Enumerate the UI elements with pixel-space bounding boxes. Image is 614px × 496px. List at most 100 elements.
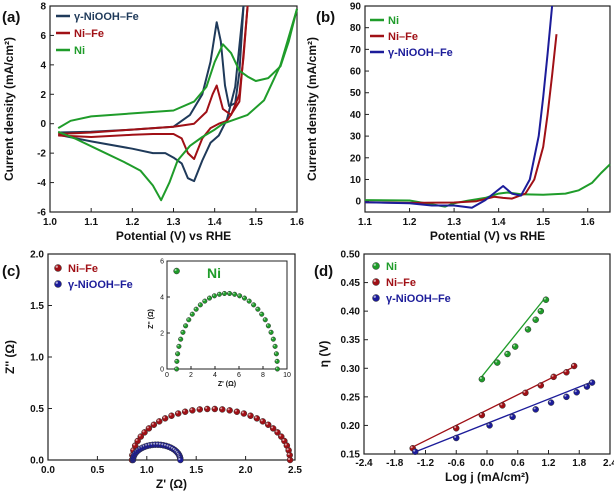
plot-frame — [364, 5, 611, 213]
series-0-point — [504, 350, 511, 358]
series-0-point — [174, 410, 182, 417]
x-tick-label: 0.5 — [90, 465, 104, 476]
series-1-point-shine — [551, 374, 554, 377]
series-2-point-shine — [533, 407, 536, 410]
series-1-point — [563, 369, 570, 376]
legend-marker — [372, 262, 380, 270]
series-0-point-shine — [479, 377, 482, 380]
y-tick-label: 0.5 — [30, 404, 44, 415]
series-2-point-shine — [413, 449, 416, 452]
legend-marker — [54, 264, 62, 272]
series-0-point-shine — [212, 406, 215, 409]
inset-point-shine — [217, 292, 220, 295]
inset-x-tick-label: 6 — [237, 372, 241, 379]
series-2-point-shine — [454, 435, 457, 439]
series-0-forward-sweep — [58, 5, 245, 134]
legend-label: Ni — [386, 261, 397, 273]
x-tick-label: 2.4 — [603, 458, 614, 469]
panel-label: (a) — [2, 9, 20, 26]
series-2-point-shine — [589, 380, 593, 383]
series-0-point — [259, 418, 267, 425]
series-0-point-shine — [543, 297, 546, 300]
series-0-reverse-sweep — [58, 5, 245, 183]
series-2-point-shine — [487, 423, 490, 426]
series-1-point-shine — [564, 370, 567, 373]
series-0-point-shine — [220, 407, 223, 410]
series-0-line — [364, 163, 611, 208]
inset-point — [178, 336, 184, 342]
inset-point — [186, 317, 192, 323]
legend-label: γ-NiOOH–Fe — [388, 47, 453, 59]
series-0-point — [542, 296, 550, 303]
inset-x-tick-label: 2 — [189, 372, 193, 379]
series-0-point-shine — [197, 407, 200, 410]
y-tick-label: -4 — [37, 178, 46, 189]
series-1-point — [570, 362, 578, 370]
panel-label: (d) — [314, 263, 333, 280]
inset-point-shine — [273, 344, 276, 347]
y-tick-label: 10 — [350, 175, 362, 186]
inset-point — [227, 290, 233, 297]
x-tick-label: 2.0 — [239, 465, 253, 476]
panel-label: (b) — [316, 9, 335, 26]
series-0-point — [211, 405, 219, 413]
series-1-point-shine — [410, 446, 413, 449]
series-0-point-shine — [279, 434, 282, 437]
x-tick-label: 1.4 — [208, 217, 222, 228]
x-tick-label: 0.0 — [41, 465, 55, 476]
inset-point-shine — [266, 324, 269, 326]
series-0-point-shine — [284, 443, 287, 446]
series-2-point — [573, 389, 580, 396]
series-0-point-shine — [190, 408, 193, 411]
series-0-point — [247, 412, 254, 420]
series-0-point — [181, 408, 189, 415]
x-tick-label: 1.8 — [572, 458, 586, 469]
inset-point-shine — [198, 303, 201, 305]
inset-point — [265, 323, 271, 329]
y-tick-label: 0.35 — [341, 335, 361, 346]
inset-point-shine — [176, 352, 178, 354]
y-axis-title: Current density (mA/cm²) — [305, 37, 319, 181]
series-1-point — [177, 456, 184, 464]
series-0-point-shine — [248, 413, 251, 416]
inset-point-shine — [222, 291, 225, 294]
inset-point-shine — [184, 324, 186, 326]
y-tick-label: 0.25 — [341, 392, 361, 403]
inset-point-shine — [275, 367, 278, 369]
x-tick-label: 1.1 — [358, 217, 372, 228]
series-2-point-shine — [564, 394, 567, 397]
inset-point — [202, 298, 208, 304]
series-0-point — [511, 343, 519, 350]
series-2-point — [532, 406, 539, 413]
y-tick-label: 60 — [350, 67, 362, 78]
y-tick-label: 6 — [40, 31, 46, 42]
series-1-point-shine — [523, 390, 526, 393]
legend-label: Ni — [388, 15, 399, 27]
inset-point — [246, 298, 252, 304]
inset-point-shine — [174, 367, 177, 369]
inset-point — [274, 358, 280, 364]
y-tick-label: 30 — [350, 132, 362, 143]
inset-point-shine — [252, 303, 254, 305]
y-tick-label: 0.0 — [30, 456, 44, 467]
series-2-point-shine — [574, 390, 577, 393]
series-1-point-shine — [163, 443, 167, 446]
inset-point — [255, 306, 261, 312]
x-tick-label: 1.5 — [536, 217, 550, 228]
inset-point-shine — [212, 294, 215, 296]
y-tick-label: 4 — [40, 60, 46, 71]
inset-point — [273, 351, 279, 357]
y-tick-label: 8 — [40, 2, 46, 13]
series-0-point-shine — [183, 409, 186, 412]
inset-point — [197, 302, 203, 308]
x-tick-label: 0.6 — [511, 458, 525, 469]
x-tick-label: 2.5 — [288, 465, 302, 476]
x-tick-label: 1.5 — [249, 217, 263, 228]
y-tick-label: 50 — [350, 88, 362, 99]
x-axis-title: Potential (V) vs RHE — [116, 229, 231, 243]
series-1-point-shine — [155, 442, 159, 445]
y-tick-label: 0.45 — [341, 278, 361, 289]
inset-point-shine — [247, 299, 250, 302]
series-0-point — [156, 418, 163, 425]
